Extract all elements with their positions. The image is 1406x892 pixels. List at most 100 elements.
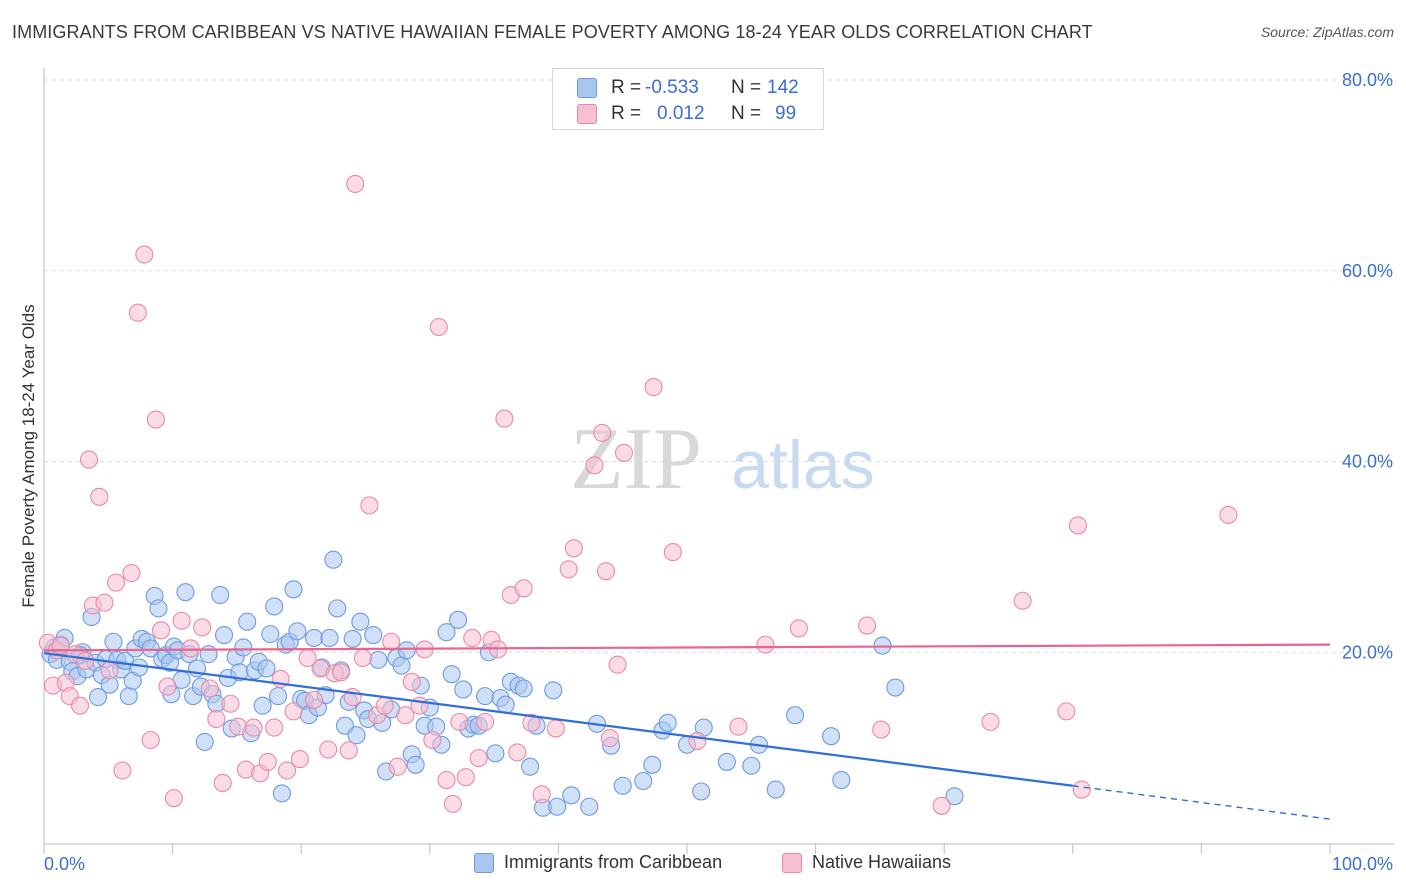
- data-point: [181, 639, 200, 658]
- data-point: [278, 761, 297, 780]
- data-point: [789, 619, 808, 638]
- data-point: [290, 750, 309, 769]
- data-point: [548, 797, 567, 816]
- data-point: [658, 713, 677, 732]
- legend-label-hawaiian: Native Hawaiians: [812, 852, 952, 872]
- data-point: [1072, 780, 1091, 799]
- data-point: [449, 610, 468, 629]
- data-point: [305, 628, 324, 647]
- data-point: [176, 583, 195, 602]
- data-point: [265, 597, 284, 616]
- data-point: [437, 623, 456, 642]
- data-point: [164, 789, 183, 808]
- data-point: [593, 423, 612, 442]
- data-point: [559, 560, 578, 579]
- data-point: [141, 730, 160, 750]
- data-point: [351, 612, 370, 631]
- data-point: [546, 719, 565, 738]
- data-point: [562, 786, 581, 805]
- data-point: [406, 755, 425, 774]
- x-tick-label-max: 100.0%: [1332, 854, 1393, 874]
- data-point: [857, 616, 877, 635]
- y-axis-label: Female Poverty Among 18-24 Year Olds: [19, 304, 38, 607]
- data-point: [410, 696, 429, 715]
- chart-title: IMMIGRANTS FROM CARIBBEAN VS NATIVE HAWA…: [12, 22, 1093, 42]
- data-point: [495, 409, 514, 428]
- data-point: [429, 317, 448, 337]
- stats-r-value: -0.533: [645, 77, 699, 98]
- data-point: [634, 771, 653, 791]
- data-point: [369, 650, 388, 669]
- data-point: [272, 784, 291, 803]
- data-point: [261, 625, 280, 644]
- data-point: [207, 709, 226, 729]
- y-tick-labels: 20.0% 40.0% 60.0% 80.0%: [1342, 70, 1393, 662]
- data-point: [832, 771, 851, 790]
- data-point: [244, 718, 263, 737]
- trend-line-extension: [1072, 785, 1331, 820]
- data-point: [130, 658, 149, 677]
- data-point: [521, 757, 540, 776]
- data-point: [269, 687, 288, 706]
- data-point: [119, 687, 138, 706]
- data-point: [353, 648, 372, 668]
- data-point: [1068, 516, 1087, 535]
- legend-item-hawaiian[interactable]: Native Hawaiians: [782, 852, 951, 873]
- data-point: [981, 712, 1000, 731]
- data-point: [522, 713, 541, 732]
- data-point: [442, 665, 461, 684]
- data-point: [70, 696, 90, 715]
- stats-r-label: R =: [611, 103, 642, 124]
- data-point: [193, 618, 212, 637]
- data-point: [742, 756, 761, 775]
- series-immigrants-from-caribbean: [41, 550, 964, 817]
- legend-label-caribbean: Immigrants from Caribbean: [504, 852, 723, 872]
- data-point: [339, 741, 358, 760]
- data-point: [643, 755, 662, 774]
- data-point: [172, 611, 191, 630]
- data-point: [324, 550, 343, 569]
- axes: [43, 68, 1394, 854]
- watermark: ZIP atlas: [570, 411, 875, 508]
- data-point: [423, 730, 442, 750]
- data-point: [437, 771, 456, 790]
- data-point: [608, 655, 627, 674]
- stats-n-value: 142: [767, 77, 799, 98]
- data-point: [402, 672, 421, 691]
- legend-item-caribbean[interactable]: Immigrants from Caribbean: [474, 852, 722, 873]
- data-point: [580, 797, 599, 816]
- stats-r-label: R =: [611, 77, 642, 98]
- trend-line: [43, 643, 1331, 652]
- data-point: [149, 599, 168, 618]
- data-point: [122, 564, 141, 583]
- stats-swatch-hawaiian: [577, 104, 597, 124]
- watermark-atlas: atlas: [731, 427, 875, 503]
- data-point: [614, 443, 634, 462]
- data-point: [514, 579, 533, 598]
- data-point: [200, 679, 219, 698]
- data-point: [375, 696, 394, 715]
- data-point: [90, 487, 109, 506]
- data-point: [360, 496, 379, 515]
- data-point: [88, 688, 108, 707]
- data-point: [364, 626, 383, 645]
- data-point: [872, 720, 891, 739]
- grid-lines: [44, 79, 1394, 653]
- data-point: [1057, 702, 1076, 721]
- y-tick-label: 60.0%: [1342, 261, 1393, 281]
- stats-swatch-caribbean: [577, 78, 597, 98]
- trend-line: [43, 652, 1073, 787]
- data-point: [585, 456, 604, 475]
- y-tick-label: 20.0%: [1342, 642, 1393, 662]
- stats-row-caribbean: R = -0.533 N = 142: [553, 75, 823, 101]
- data-point: [258, 752, 277, 771]
- data-point: [195, 732, 214, 751]
- data-point: [1219, 505, 1238, 524]
- data-point: [146, 410, 165, 429]
- data-point: [113, 761, 132, 780]
- data-point: [135, 245, 154, 264]
- data-point: [388, 757, 407, 776]
- data-point: [600, 729, 619, 748]
- data-point: [729, 717, 748, 736]
